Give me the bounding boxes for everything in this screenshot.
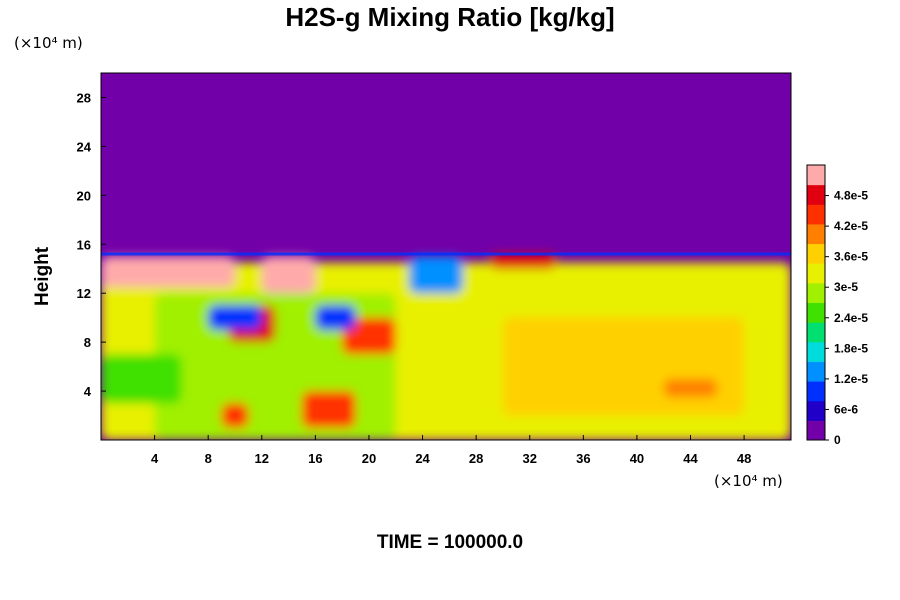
- colorbar-tick-label: 3.6e-5: [834, 250, 868, 264]
- y-axis-unit: (×10⁴ m): [14, 34, 83, 52]
- x-tick-label: 44: [683, 451, 698, 466]
- colorbar-segment: [807, 361, 825, 382]
- y-tick-label: 4: [84, 384, 92, 399]
- field-region: [663, 378, 718, 398]
- chart-title: H2S-g Mixing Ratio [kg/kg]: [285, 2, 615, 32]
- x-tick-label: 36: [576, 451, 590, 466]
- field-region: [342, 317, 396, 355]
- x-axis-unit: (×10⁴ m): [714, 472, 783, 490]
- field-region: [489, 254, 557, 269]
- colorbar-frame: [806, 164, 826, 441]
- field-region: [315, 305, 356, 330]
- colorbar: 0 6e-6 1.2e-5 1.8e-5 2.4e-5 3e-5 3.6e-5 4.2e-5 4…: [806, 164, 868, 447]
- field-region: [154, 293, 396, 440]
- colorbar-segment: [807, 184, 825, 205]
- x-tick-label: 4: [151, 451, 159, 466]
- field-region: [301, 391, 356, 428]
- colorbar-tick-label: 2.4e-5: [834, 311, 868, 325]
- colorbar-tick-label: 6e-6: [834, 402, 858, 416]
- colorbar-segment: [807, 420, 825, 441]
- x-tick-label: 24: [415, 451, 430, 466]
- y-tick-label: 16: [77, 237, 91, 252]
- x-tick-label: 28: [469, 451, 483, 466]
- y-tick-label: 12: [77, 286, 91, 301]
- field-layer: [101, 252, 791, 440]
- colorbar-tick-label: 4.8e-5: [834, 189, 868, 203]
- plot-area: [100, 72, 792, 441]
- time-label: TIME = 100000.0: [376, 532, 524, 553]
- x-tick-label: 40: [630, 451, 644, 466]
- colorbar-segment: [807, 400, 825, 421]
- colorbar-segment: [807, 282, 825, 303]
- colorbar-tick-label: 0: [834, 433, 841, 447]
- colorbar-segment: [807, 263, 825, 284]
- field-region: [221, 403, 249, 428]
- field-region: [261, 256, 316, 294]
- y-tick-label: 20: [77, 188, 91, 203]
- y-ticks: 4 8 12 16 20 24 28: [77, 90, 106, 399]
- colorbar-segment: [807, 341, 825, 362]
- colorbar-segment: [807, 381, 825, 402]
- field-regions: [101, 254, 791, 440]
- field-region: [101, 354, 182, 404]
- y-tick-label: 28: [77, 90, 91, 105]
- x-tick-label: 12: [255, 451, 269, 466]
- colorbar-segment: [807, 322, 825, 343]
- x-tick-label: 48: [737, 451, 751, 466]
- colorbar-segment: [807, 302, 825, 323]
- x-tick-label: 32: [523, 451, 537, 466]
- colorbar-segment: [807, 165, 825, 186]
- colorbar-tick-label: 4.2e-5: [834, 219, 868, 233]
- colorbar-tick-label: 3e-5: [834, 280, 858, 294]
- field-region: [208, 305, 262, 330]
- y-tick-label: 8: [84, 335, 91, 350]
- field-region: [502, 317, 745, 416]
- y-tick-label: 24: [77, 139, 92, 154]
- colorbar-segment: [807, 204, 825, 225]
- colorbar-tick-label: 1.2e-5: [834, 372, 868, 386]
- x-tick-label: 8: [205, 451, 212, 466]
- x-ticks: 4 8 12 16 20 24 28 32 36 40 44 48: [151, 435, 751, 466]
- colorbar-tick-label: 1.8e-5: [834, 341, 868, 355]
- field-region: [101, 256, 235, 288]
- field-region: [409, 256, 463, 294]
- colorbar-segment: [807, 243, 825, 264]
- colorbar-segment: [807, 223, 825, 245]
- x-tick-label: 16: [308, 451, 322, 466]
- plot-frame: [100, 72, 792, 441]
- x-tick-label: 20: [362, 451, 376, 466]
